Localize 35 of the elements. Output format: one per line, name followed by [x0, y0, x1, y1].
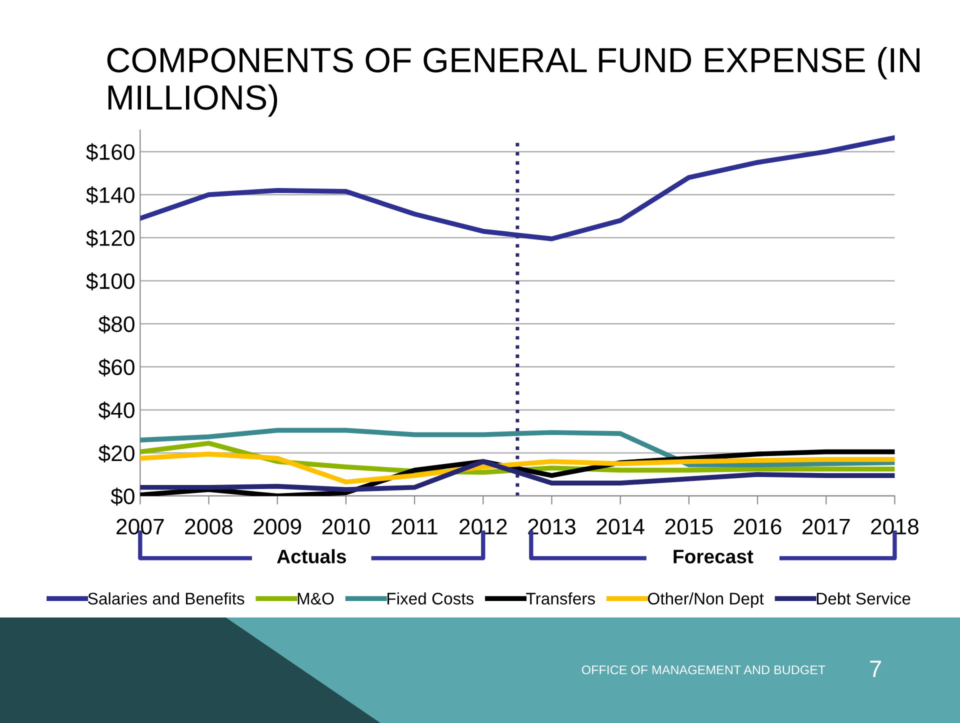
legend-label: M&O [298, 592, 334, 605]
line-series [140, 452, 895, 484]
y-tick-label: $40 [98, 402, 134, 420]
text: Actuals [277, 549, 346, 564]
x-tick-label: 2007 [116, 518, 164, 535]
x-tick-label: 2008 [185, 518, 233, 535]
text: 7 [870, 660, 881, 678]
y-tick-label: $20 [98, 444, 134, 463]
x-tick-label: 2015 [665, 518, 713, 535]
legend-label: Transfers [526, 592, 595, 605]
x-tick-label: 2009 [254, 518, 302, 535]
y-tick-label: $80 [98, 315, 134, 334]
y-tick-label: $140 [86, 186, 134, 204]
text: Forecast [674, 550, 754, 564]
legend-label: Fixed Costs [388, 592, 474, 605]
x-tick-label: 2010 [322, 518, 370, 535]
text: OFFICE OF MANAGEMENT AND BUDGET [582, 665, 826, 674]
x-tick-label: 2017 [802, 518, 850, 535]
line-series [140, 135, 895, 242]
x-tick-label: 2018 [871, 518, 918, 535]
line-series [140, 428, 895, 468]
legend-label: Salaries and Benefits [88, 592, 244, 605]
y-tick-label: $160 [86, 143, 134, 162]
x-tick-label: 2011 [392, 518, 438, 535]
y-tick-label: $120 [86, 229, 134, 248]
legend-label: Debt Service [816, 592, 910, 605]
x-tick-label: 2014 [596, 518, 644, 535]
legend-label: Other/Non Dept [648, 592, 764, 608]
y-tick-label: $60 [98, 358, 134, 376]
y-tick-label: $0 [110, 488, 134, 506]
x-tick-label: 2012 [460, 518, 507, 535]
chart-title: COMPONENTS OF GENERAL FUND EXPENSE (IN MILLIONS) [107, 46, 920, 117]
x-tick-label: 2013 [528, 518, 576, 535]
x-tick-label: 2016 [734, 518, 782, 535]
y-tick-label: $100 [86, 272, 134, 290]
